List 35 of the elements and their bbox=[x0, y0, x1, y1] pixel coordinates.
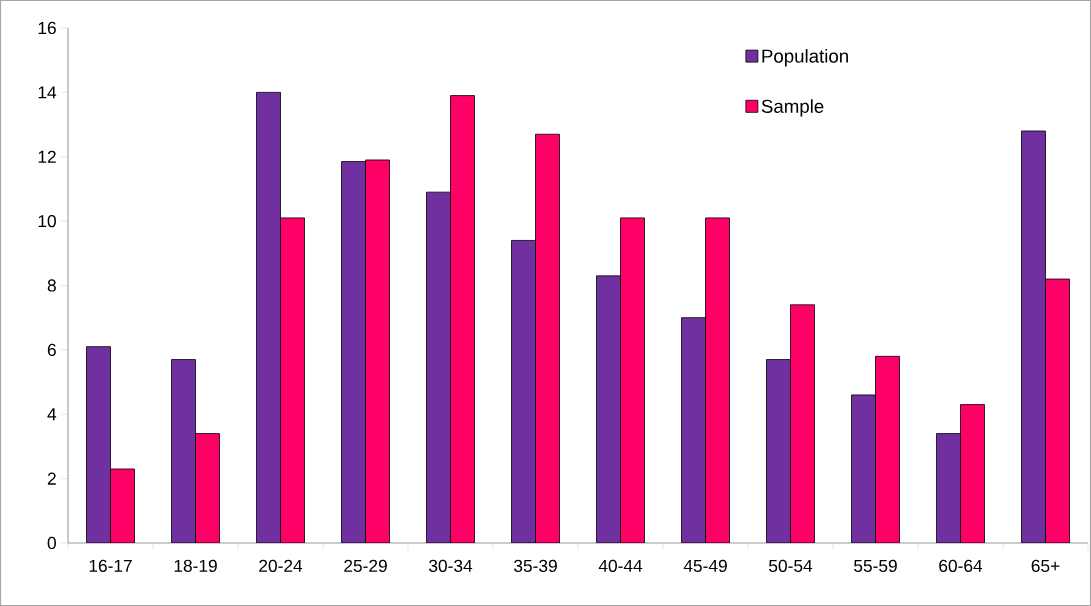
y-tick-label: 4 bbox=[47, 408, 57, 421]
bar bbox=[766, 359, 791, 543]
x-tick-label: 30-34 bbox=[429, 559, 473, 572]
y-tick-label: 14 bbox=[38, 86, 57, 99]
x-tick-label: 20-24 bbox=[259, 559, 303, 572]
y-tick-label: 0 bbox=[47, 536, 56, 550]
bar bbox=[936, 433, 961, 543]
bar bbox=[511, 240, 536, 543]
legend-label: Population bbox=[762, 49, 848, 67]
bar bbox=[171, 359, 196, 543]
y-tick-label: 8 bbox=[47, 279, 56, 292]
x-tick-label: 65+ bbox=[1031, 559, 1060, 572]
bar bbox=[426, 191, 451, 543]
x-tick-label: 50-54 bbox=[769, 559, 813, 572]
y-tick-label: 2 bbox=[47, 472, 56, 485]
bar bbox=[851, 394, 876, 543]
x-tick-label: 60-64 bbox=[939, 559, 983, 572]
x-tick-label: 35-39 bbox=[514, 559, 557, 572]
x-tick-label: 45-49 bbox=[683, 559, 727, 572]
y-tick-label: 6 bbox=[47, 343, 56, 356]
bar bbox=[596, 275, 621, 543]
x-tick-label: 18-19 bbox=[174, 559, 217, 572]
bar bbox=[681, 317, 706, 543]
bar bbox=[256, 91, 281, 543]
bar bbox=[1021, 130, 1046, 543]
x-tick-label: 55-59 bbox=[854, 559, 897, 572]
x-tick-label: 25-29 bbox=[344, 559, 387, 572]
y-tick-label: 12 bbox=[38, 150, 56, 163]
legend-label: Sample bbox=[761, 99, 824, 117]
x-tick-label: 16-17 bbox=[89, 559, 132, 572]
x-tick-label: 40-44 bbox=[598, 559, 643, 572]
y-tick-label: 16 bbox=[38, 21, 56, 35]
bar bbox=[86, 346, 111, 543]
y-tick-label: 10 bbox=[38, 214, 56, 228]
bar bbox=[341, 161, 366, 543]
